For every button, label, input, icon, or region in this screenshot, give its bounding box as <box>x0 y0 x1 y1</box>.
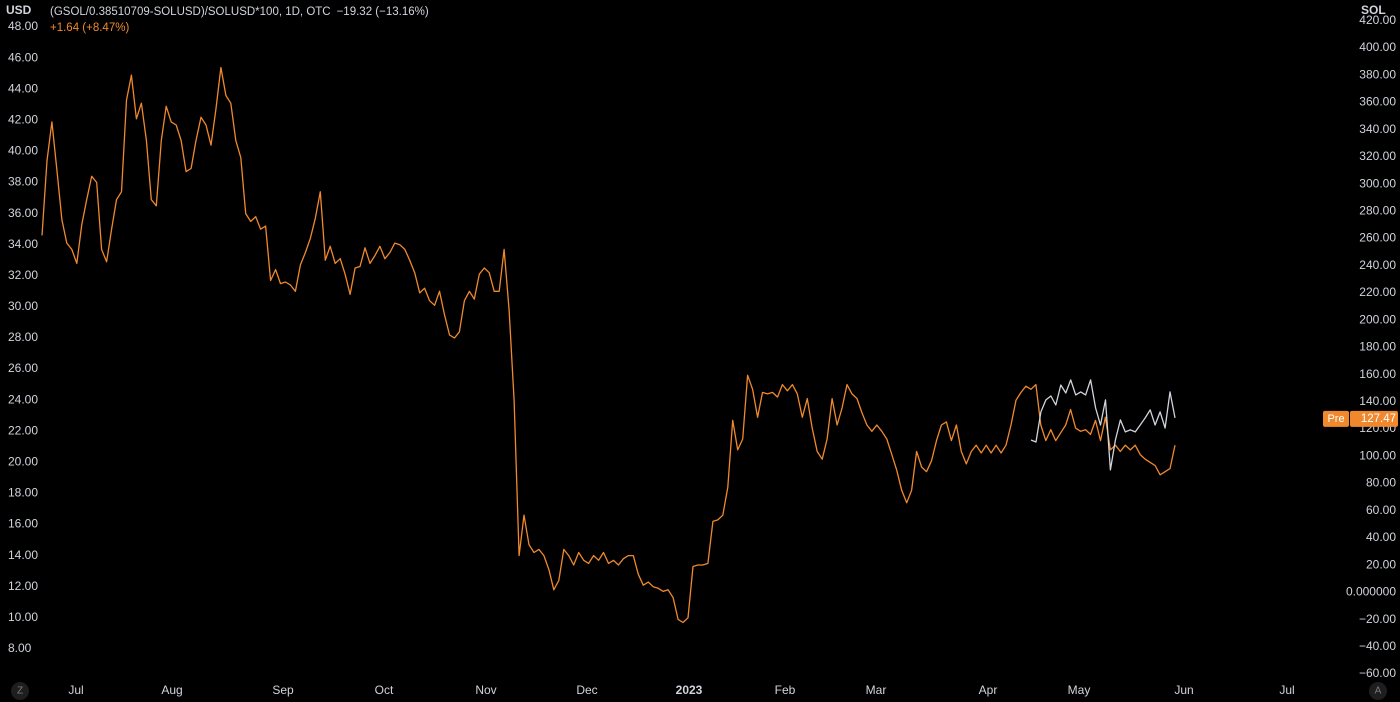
y2-tick-label: 260.00 <box>1359 231 1396 245</box>
auto-button[interactable]: A <box>1375 686 1382 697</box>
y2-tick-label: 160.00 <box>1359 367 1396 381</box>
y-tick-label: 48.00 <box>8 19 38 33</box>
y2-tick-label: −40.00 <box>1359 639 1396 653</box>
y2-tick-label: 40.00 <box>1366 530 1396 544</box>
y-tick-label: 16.00 <box>8 517 38 531</box>
y-tick-label: 22.00 <box>8 423 38 437</box>
y2-tick-label: 320.00 <box>1359 149 1396 163</box>
series-line <box>41 66 1176 624</box>
y2-tick-label: 180.00 <box>1359 340 1396 354</box>
y2-tick-label: 360.00 <box>1359 95 1396 109</box>
y-tick-label: 30.00 <box>8 299 38 313</box>
y-tick-label: 10.00 <box>8 610 38 624</box>
y-tick-label: 24.00 <box>8 392 38 406</box>
x-tick-label: Jun <box>1174 683 1193 697</box>
x-tick-label: Oct <box>375 683 394 697</box>
y2-tick-label: 420.00 <box>1359 13 1396 27</box>
y2-tick-label: 340.00 <box>1359 122 1396 136</box>
y-tick-label: 38.00 <box>8 175 38 189</box>
y2-tick-label: −20.00 <box>1359 612 1396 626</box>
change-text: −19.32 (−13.16%) <box>337 6 429 18</box>
y2-tick-label: 0.000000 <box>1346 585 1396 599</box>
x-tick-label: Jul <box>1279 683 1294 697</box>
y-tick-label: 36.00 <box>8 206 38 220</box>
price-tag: Pre <box>1327 413 1344 425</box>
y2-tick-label: 220.00 <box>1359 285 1396 299</box>
y-tick-label: 14.00 <box>8 548 38 562</box>
x-tick-label: Jul <box>68 683 83 697</box>
x-tick-label: May <box>1068 683 1091 697</box>
x-tick-label: Mar <box>866 683 887 697</box>
price-tag-bg <box>1323 410 1349 427</box>
y-tick-label: 8.00 <box>8 641 32 655</box>
y-tick-label: 12.00 <box>8 579 38 593</box>
x-tick-label: Sep <box>272 683 294 697</box>
zoom-button-bg[interactable] <box>11 682 29 700</box>
y-axis-label: USD <box>6 3 32 17</box>
y-tick-label: 46.00 <box>8 50 38 64</box>
y2-tick-label: 140.00 <box>1359 394 1396 408</box>
auto-button-bg[interactable] <box>1369 682 1387 700</box>
y-tick-label: 18.00 <box>8 486 38 500</box>
x-tick-label: Apr <box>979 683 998 697</box>
y2-tick-label: 20.00 <box>1366 557 1396 571</box>
y2-tick-label: 300.00 <box>1359 176 1396 190</box>
y2-tick-label: 80.00 <box>1366 476 1396 490</box>
x-tick-label: Dec <box>576 683 597 697</box>
y-tick-label: 28.00 <box>8 330 38 344</box>
y2-tick-label: 60.00 <box>1366 503 1396 517</box>
zoom-button[interactable]: Z <box>17 686 23 697</box>
y-tick-label: 26.00 <box>8 361 38 375</box>
x-tick-label: 2023 <box>676 683 703 697</box>
x-tick-label: Nov <box>475 683 496 697</box>
y2-tick-label: −60.00 <box>1359 666 1396 680</box>
chart-title: (GSOL/0.38510709-SOLUSD)/SOLUSD*100, 1D,… <box>50 6 429 18</box>
y-tick-label: 44.00 <box>8 81 38 95</box>
y2-tick-label: 200.00 <box>1359 312 1396 326</box>
last-value-label: 127.47 <box>1361 413 1396 425</box>
y2-tick-label: 280.00 <box>1359 204 1396 218</box>
series-line <box>1030 379 1176 471</box>
y2-tick-label: 400.00 <box>1359 40 1396 54</box>
y2-tick-label: 380.00 <box>1359 67 1396 81</box>
y-tick-label: 42.00 <box>8 113 38 127</box>
y-tick-label: 40.00 <box>8 144 38 158</box>
x-tick-label: Aug <box>161 683 182 697</box>
last-value-bg <box>1350 410 1398 427</box>
y2-tick-label: 100.00 <box>1359 448 1396 462</box>
y-tick-label: 34.00 <box>8 237 38 251</box>
y-tick-label: 32.00 <box>8 268 38 282</box>
y-tick-label: 20.00 <box>8 455 38 469</box>
y2-tick-label: 240.00 <box>1359 258 1396 272</box>
y2-axis-label: SOL <box>1361 3 1386 17</box>
title-text: (GSOL/0.38510709-SOLUSD)/SOLUSD*100, 1D,… <box>50 6 331 18</box>
secondary-change: +1.64 (+8.47%) <box>50 22 129 34</box>
x-tick-label: Feb <box>775 683 796 697</box>
